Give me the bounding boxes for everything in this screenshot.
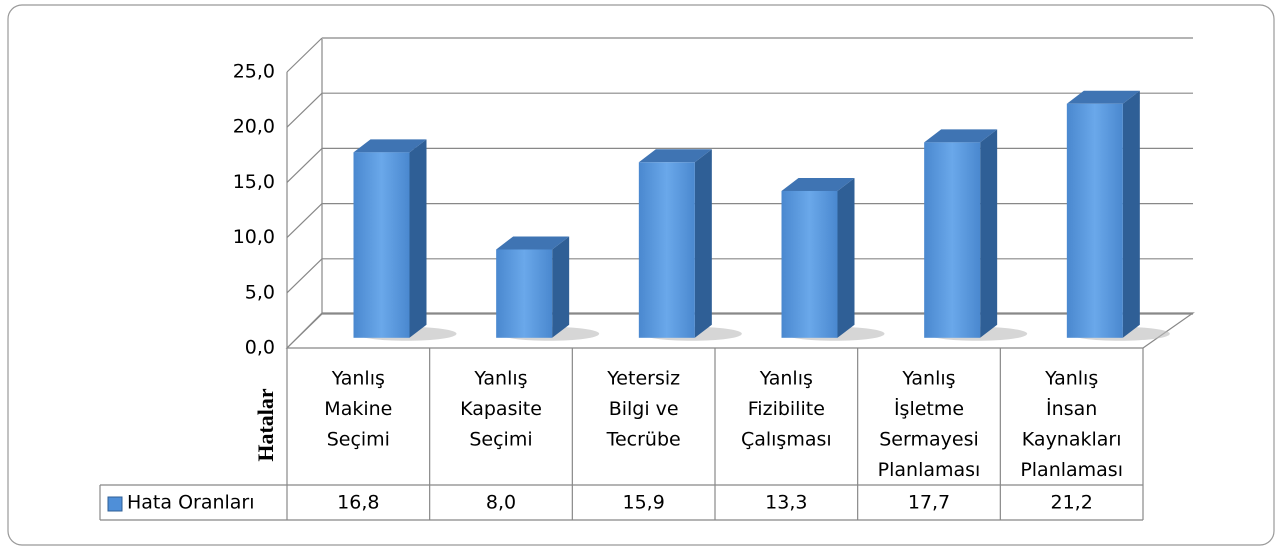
x-tick-label: Seçimi bbox=[327, 429, 390, 451]
legend-swatch bbox=[107, 496, 123, 512]
y-axis-label: Hatalar bbox=[253, 388, 278, 462]
y-tick-label: 10,0 bbox=[233, 226, 275, 248]
bar-side bbox=[837, 177, 855, 338]
bar bbox=[924, 142, 981, 338]
grid-line bbox=[286, 147, 323, 183]
y-tick-label: 15,0 bbox=[233, 171, 275, 193]
bar-top bbox=[1066, 90, 1140, 104]
x-tick-label: Yetersiz bbox=[606, 368, 680, 390]
x-tick-label: Yanlış bbox=[1044, 368, 1098, 390]
bar-side bbox=[1122, 90, 1140, 338]
x-tick-label: Çalışması bbox=[741, 429, 832, 451]
bar-top bbox=[353, 139, 427, 153]
data-label: 13,3 bbox=[765, 492, 807, 514]
data-label: 21,2 bbox=[1051, 492, 1093, 514]
bar-top bbox=[496, 236, 570, 250]
y-tick-label: 5,0 bbox=[245, 281, 275, 303]
x-tick-label: Yanlış bbox=[901, 368, 955, 390]
bar bbox=[496, 249, 553, 338]
grid-line bbox=[286, 203, 323, 239]
bar-top bbox=[638, 149, 712, 163]
x-tick-label: Planlaması bbox=[878, 459, 981, 481]
x-tick-label: Planlaması bbox=[1020, 459, 1123, 481]
grid-line bbox=[286, 37, 323, 73]
data-label: 16,8 bbox=[337, 492, 379, 514]
x-tick-label: Kaynakları bbox=[1022, 429, 1122, 451]
grid-line bbox=[286, 258, 323, 294]
bar bbox=[353, 152, 410, 338]
bar-side bbox=[552, 236, 570, 338]
y-tick-label: 25,0 bbox=[233, 61, 275, 83]
x-tick-label: Makine bbox=[324, 398, 392, 420]
x-tick-label: İşletme bbox=[894, 397, 964, 420]
x-tick-label: Yanlış bbox=[473, 368, 527, 390]
x-tick-label: Yanlış bbox=[331, 368, 385, 390]
bar-top bbox=[781, 177, 855, 191]
data-label: 17,7 bbox=[908, 492, 950, 514]
x-tick-label: Yanlış bbox=[759, 368, 813, 390]
data-label: 8,0 bbox=[486, 492, 516, 514]
table-grid bbox=[99, 348, 1144, 521]
x-tick-label: Sermayesi bbox=[879, 429, 979, 451]
bar-side bbox=[980, 129, 998, 338]
x-tick-label: Bilgi ve bbox=[609, 398, 679, 420]
data-label: 15,9 bbox=[623, 492, 665, 514]
x-tick-label: Kapasite bbox=[460, 398, 542, 420]
x-tick-label: İnsan bbox=[1046, 397, 1097, 420]
x-tick-label: Tecrübe bbox=[606, 429, 681, 451]
y-tick-label: 0,0 bbox=[245, 337, 275, 359]
x-tick-label: Fizibilite bbox=[748, 398, 825, 420]
bar-side bbox=[694, 149, 712, 338]
bar bbox=[781, 190, 838, 338]
grid-line bbox=[286, 92, 323, 128]
grid-line bbox=[286, 313, 323, 349]
legend-label: Hata Oranları bbox=[127, 492, 255, 514]
bar bbox=[1066, 103, 1123, 338]
bar-side bbox=[409, 139, 427, 338]
x-tick-label: Seçimi bbox=[469, 429, 532, 451]
y-tick-label: 20,0 bbox=[233, 116, 275, 138]
bar-top bbox=[924, 129, 998, 143]
bar bbox=[638, 162, 695, 338]
